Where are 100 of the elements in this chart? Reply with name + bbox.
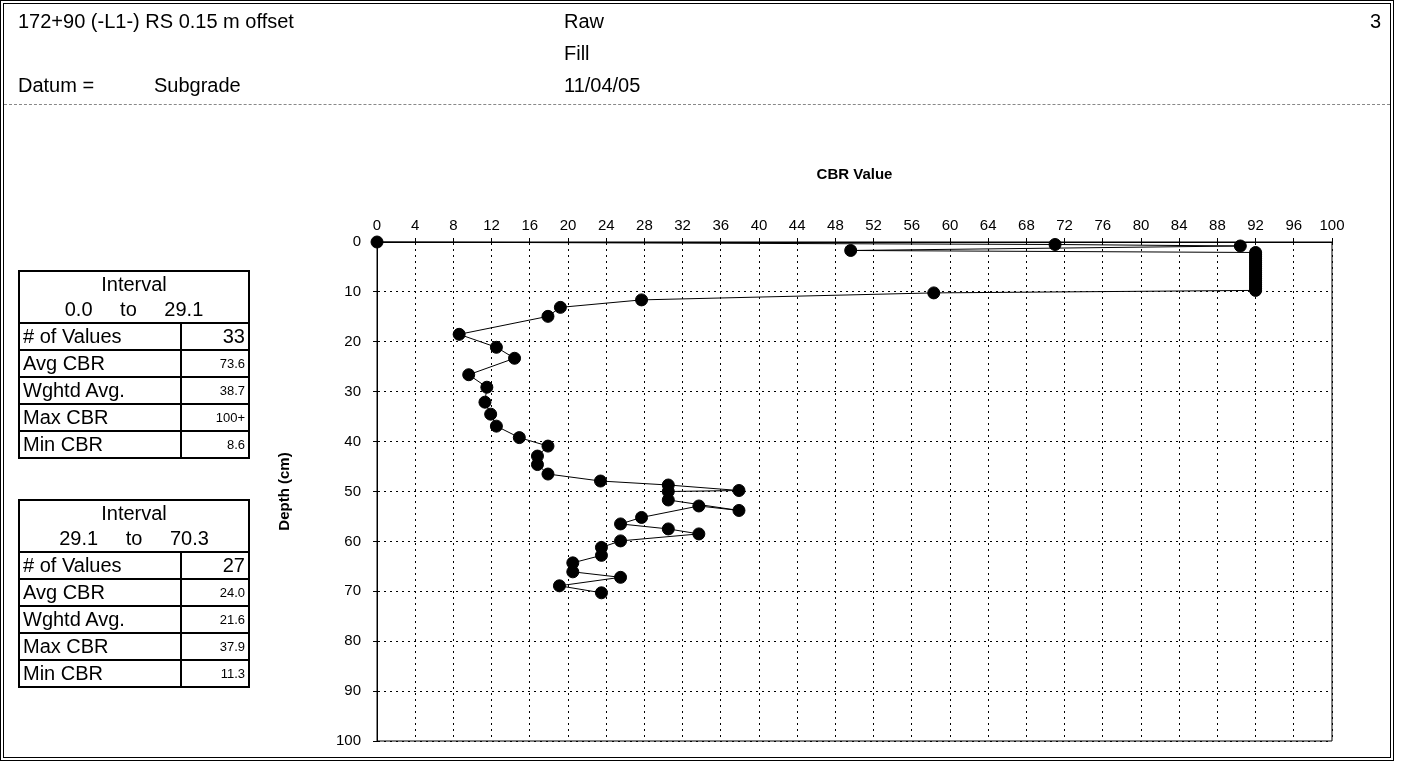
y-tick-label: 0	[352, 232, 362, 250]
point	[614, 570, 628, 584]
point	[692, 527, 706, 541]
text: Min CBR	[19, 431, 181, 458]
text: 3	[1370, 10, 1382, 33]
x-tick-label: 72	[1056, 216, 1073, 234]
text: Avg CBR	[19, 350, 181, 377]
point	[541, 439, 555, 453]
x-tick-label: 84	[1170, 216, 1188, 234]
x-tick-label: 0	[372, 216, 382, 234]
y-tick-label: 40	[344, 431, 362, 449]
x-tick-label: 4	[411, 216, 420, 234]
text: Fill	[564, 42, 590, 65]
text: 11.3	[181, 660, 249, 687]
text: 33	[181, 323, 249, 350]
point	[635, 510, 649, 524]
text: Avg CBR	[19, 579, 181, 606]
y-axis-title: Depth (cm)	[275, 452, 293, 531]
text: 38.7	[181, 377, 249, 404]
text: 73.6	[181, 350, 249, 377]
x-tick-label: 48	[827, 216, 844, 234]
x-tick-label: 44	[788, 216, 806, 234]
text: # of Values	[19, 323, 181, 350]
x-tick-label: 28	[636, 216, 653, 234]
text: Wghtd Avg.	[19, 377, 181, 404]
point	[593, 474, 607, 488]
text: Raw	[564, 10, 605, 33]
y-tick-label: 80	[344, 631, 362, 649]
text: # of Values	[19, 552, 181, 579]
point	[530, 458, 544, 472]
x-tick-label: 12	[483, 216, 500, 234]
point	[489, 419, 503, 433]
y-tick-label: 70	[344, 581, 362, 599]
text: 11/04/05	[564, 74, 641, 97]
point	[692, 499, 706, 513]
point	[478, 395, 492, 409]
point	[512, 431, 526, 445]
text: Wghtd Avg.	[19, 606, 181, 633]
point	[927, 286, 941, 300]
point	[489, 340, 503, 354]
text: 8.6	[181, 431, 249, 458]
point	[566, 565, 580, 579]
x-tick-label: 52	[865, 216, 882, 234]
point	[480, 380, 494, 394]
x-tick-label: 40	[750, 216, 768, 234]
x-tick-label: 96	[1285, 216, 1303, 234]
x-tick-label: 60	[941, 216, 959, 234]
y-tick-label: 90	[344, 681, 362, 699]
point	[614, 517, 628, 531]
x-tick-label: 64	[979, 216, 997, 234]
point	[541, 309, 555, 323]
text: Subgrade	[154, 74, 241, 97]
point	[661, 522, 675, 536]
x-tick-label: 76	[1094, 216, 1112, 234]
text: Interval	[19, 500, 249, 526]
x-tick-label: 20	[559, 216, 577, 234]
text: Datum =	[18, 74, 95, 97]
y-tick-label: 10	[344, 282, 362, 300]
point	[462, 368, 476, 382]
x-tick-label: 88	[1209, 216, 1226, 234]
x-tick-label: 8	[449, 216, 458, 234]
text: 27	[181, 552, 249, 579]
point	[541, 467, 555, 481]
x-tick-label: 100	[1319, 216, 1345, 234]
y-tick-label: 60	[344, 531, 362, 549]
x-tick-label: 80	[1132, 216, 1150, 234]
x-tick-label: 68	[1018, 216, 1035, 234]
y-tick-label: 20	[344, 331, 362, 349]
y-tick-label: 50	[344, 481, 362, 499]
point	[635, 293, 649, 307]
text: Min CBR	[19, 660, 181, 687]
point	[508, 351, 522, 365]
text: Max CBR	[19, 633, 181, 660]
y-tick-label: 30	[344, 381, 362, 399]
text: 100+	[181, 404, 249, 431]
text: Interval	[19, 271, 249, 297]
x-tick-label: 56	[903, 216, 921, 234]
point	[452, 327, 466, 341]
point	[732, 503, 746, 517]
point	[553, 300, 567, 314]
text: 24.0	[181, 579, 249, 606]
text: 172+90 (-L1-) RS 0.15 m offset	[18, 10, 294, 33]
point	[732, 484, 746, 497]
point	[484, 407, 498, 421]
text: 21.6	[181, 606, 249, 633]
y-tick-label: 100	[336, 731, 362, 749]
x-tick-label: 32	[674, 216, 691, 234]
x-tick-label: 16	[521, 216, 539, 234]
point	[844, 243, 858, 257]
x-axis-title: CBR Value	[816, 165, 893, 183]
text: 0.0 to 29.1	[19, 297, 249, 323]
x-tick-label: 36	[712, 216, 730, 234]
x-tick-label: 92	[1247, 216, 1264, 234]
point	[594, 586, 608, 600]
point	[614, 534, 628, 548]
text: Max CBR	[19, 404, 181, 431]
text: 29.1 to 70.3	[19, 526, 249, 552]
point	[661, 493, 675, 507]
point	[552, 579, 566, 593]
text: 37.9	[181, 633, 249, 660]
